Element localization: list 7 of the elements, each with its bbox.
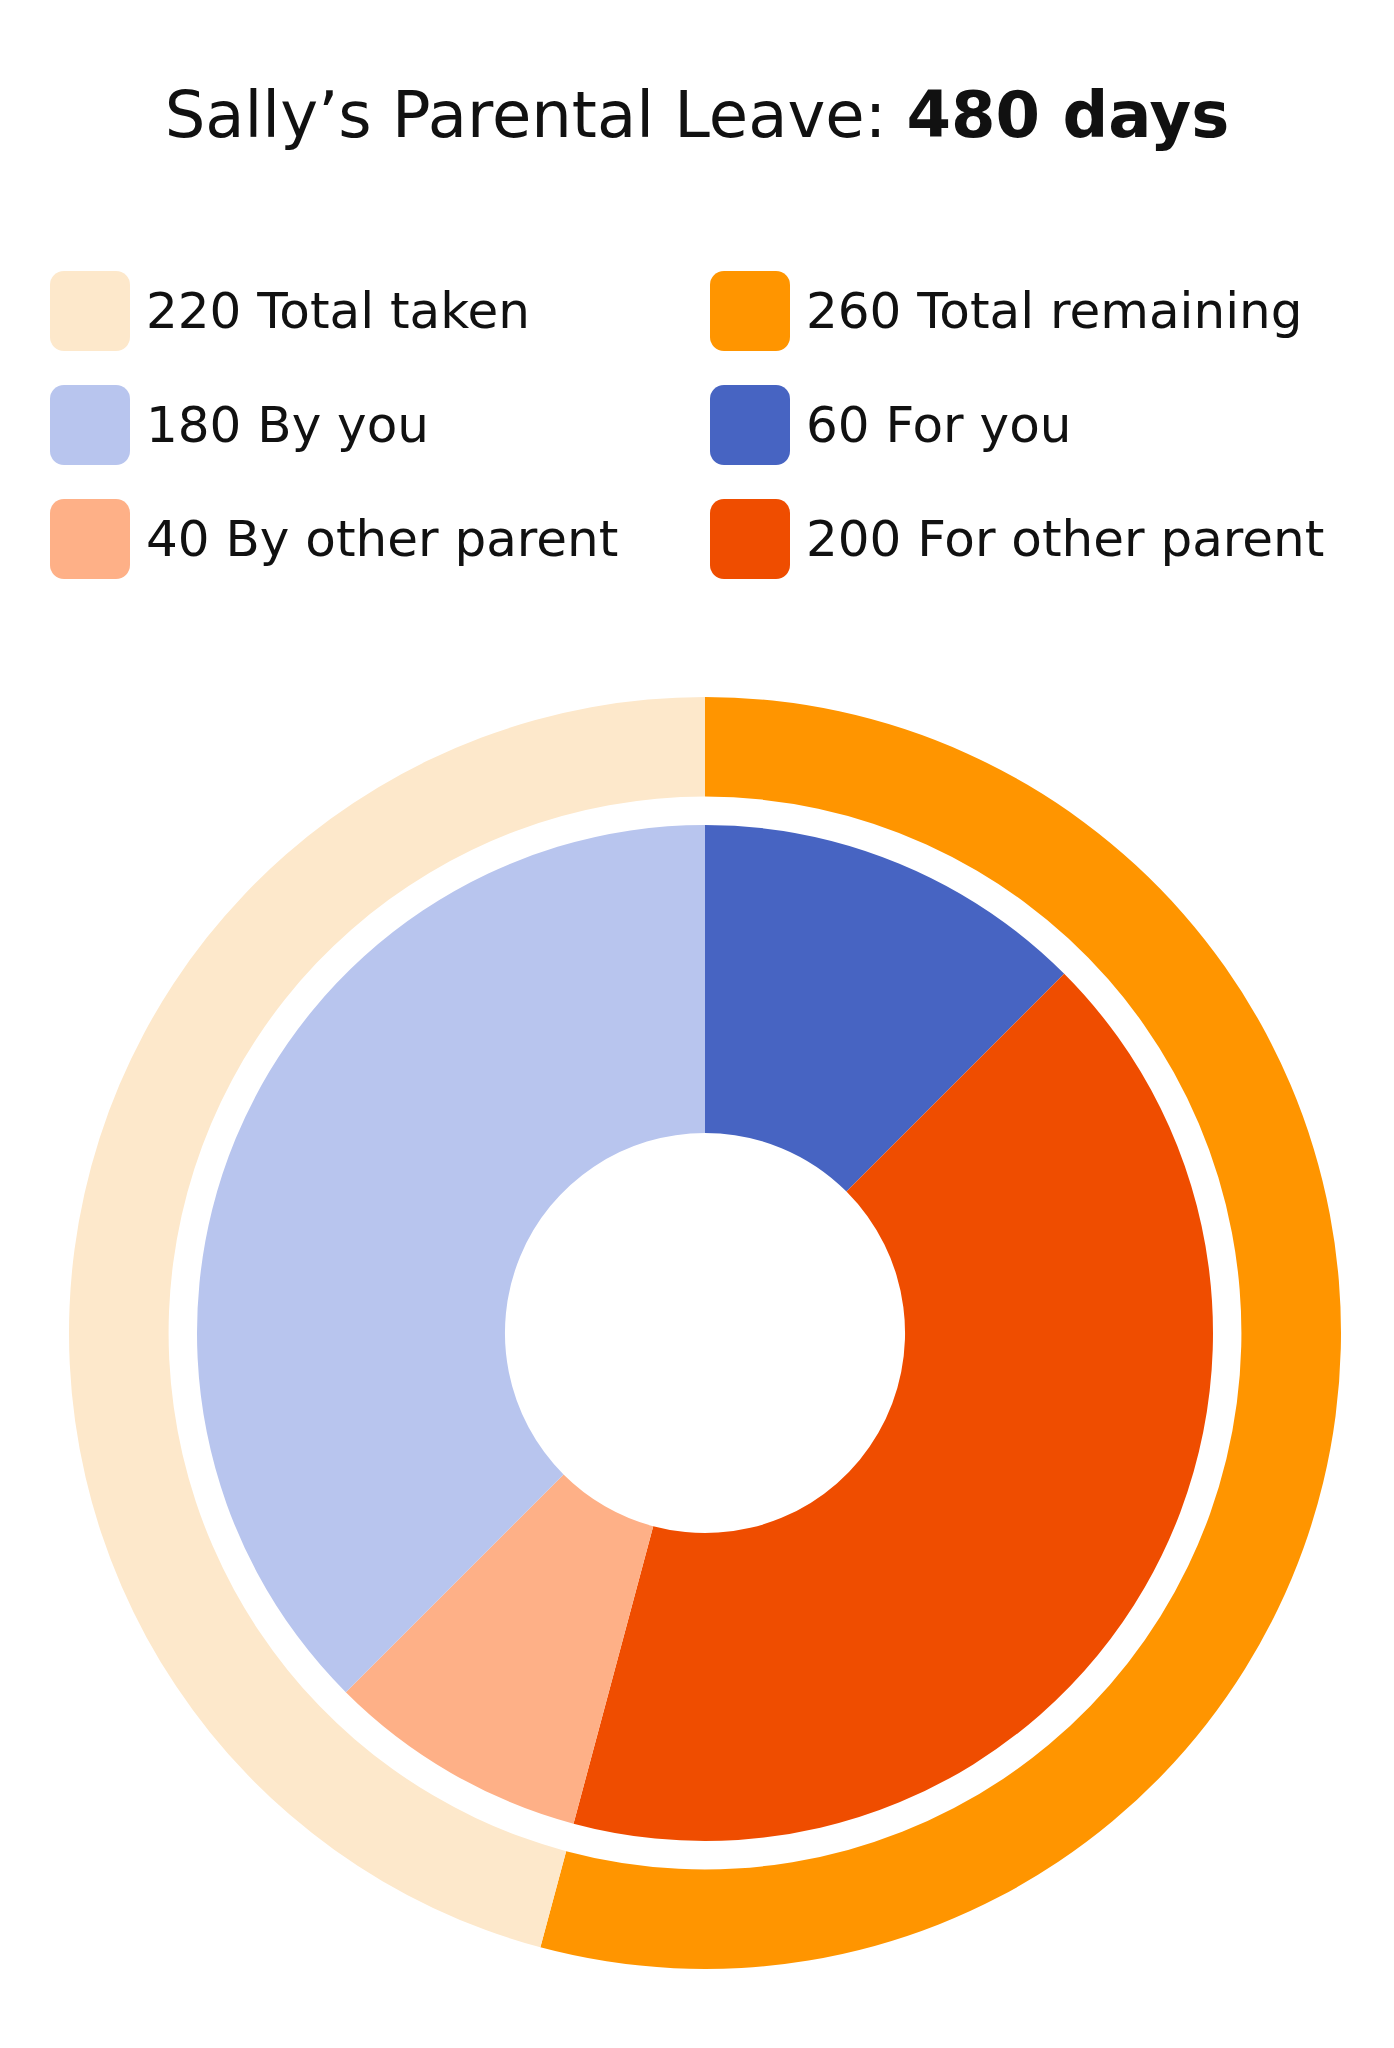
- legend-label: 200 For other parent: [806, 510, 1325, 568]
- legend-label: 40 By other parent: [146, 510, 619, 568]
- legend-label: 180 By you: [146, 396, 429, 454]
- legend-label: 260 Total remaining: [806, 282, 1303, 340]
- legend-label: 220 Total taken: [146, 282, 530, 340]
- legend-label: 60 For you: [806, 396, 1072, 454]
- chart-title: Sally’s Parental Leave: 480 days: [163, 78, 1231, 152]
